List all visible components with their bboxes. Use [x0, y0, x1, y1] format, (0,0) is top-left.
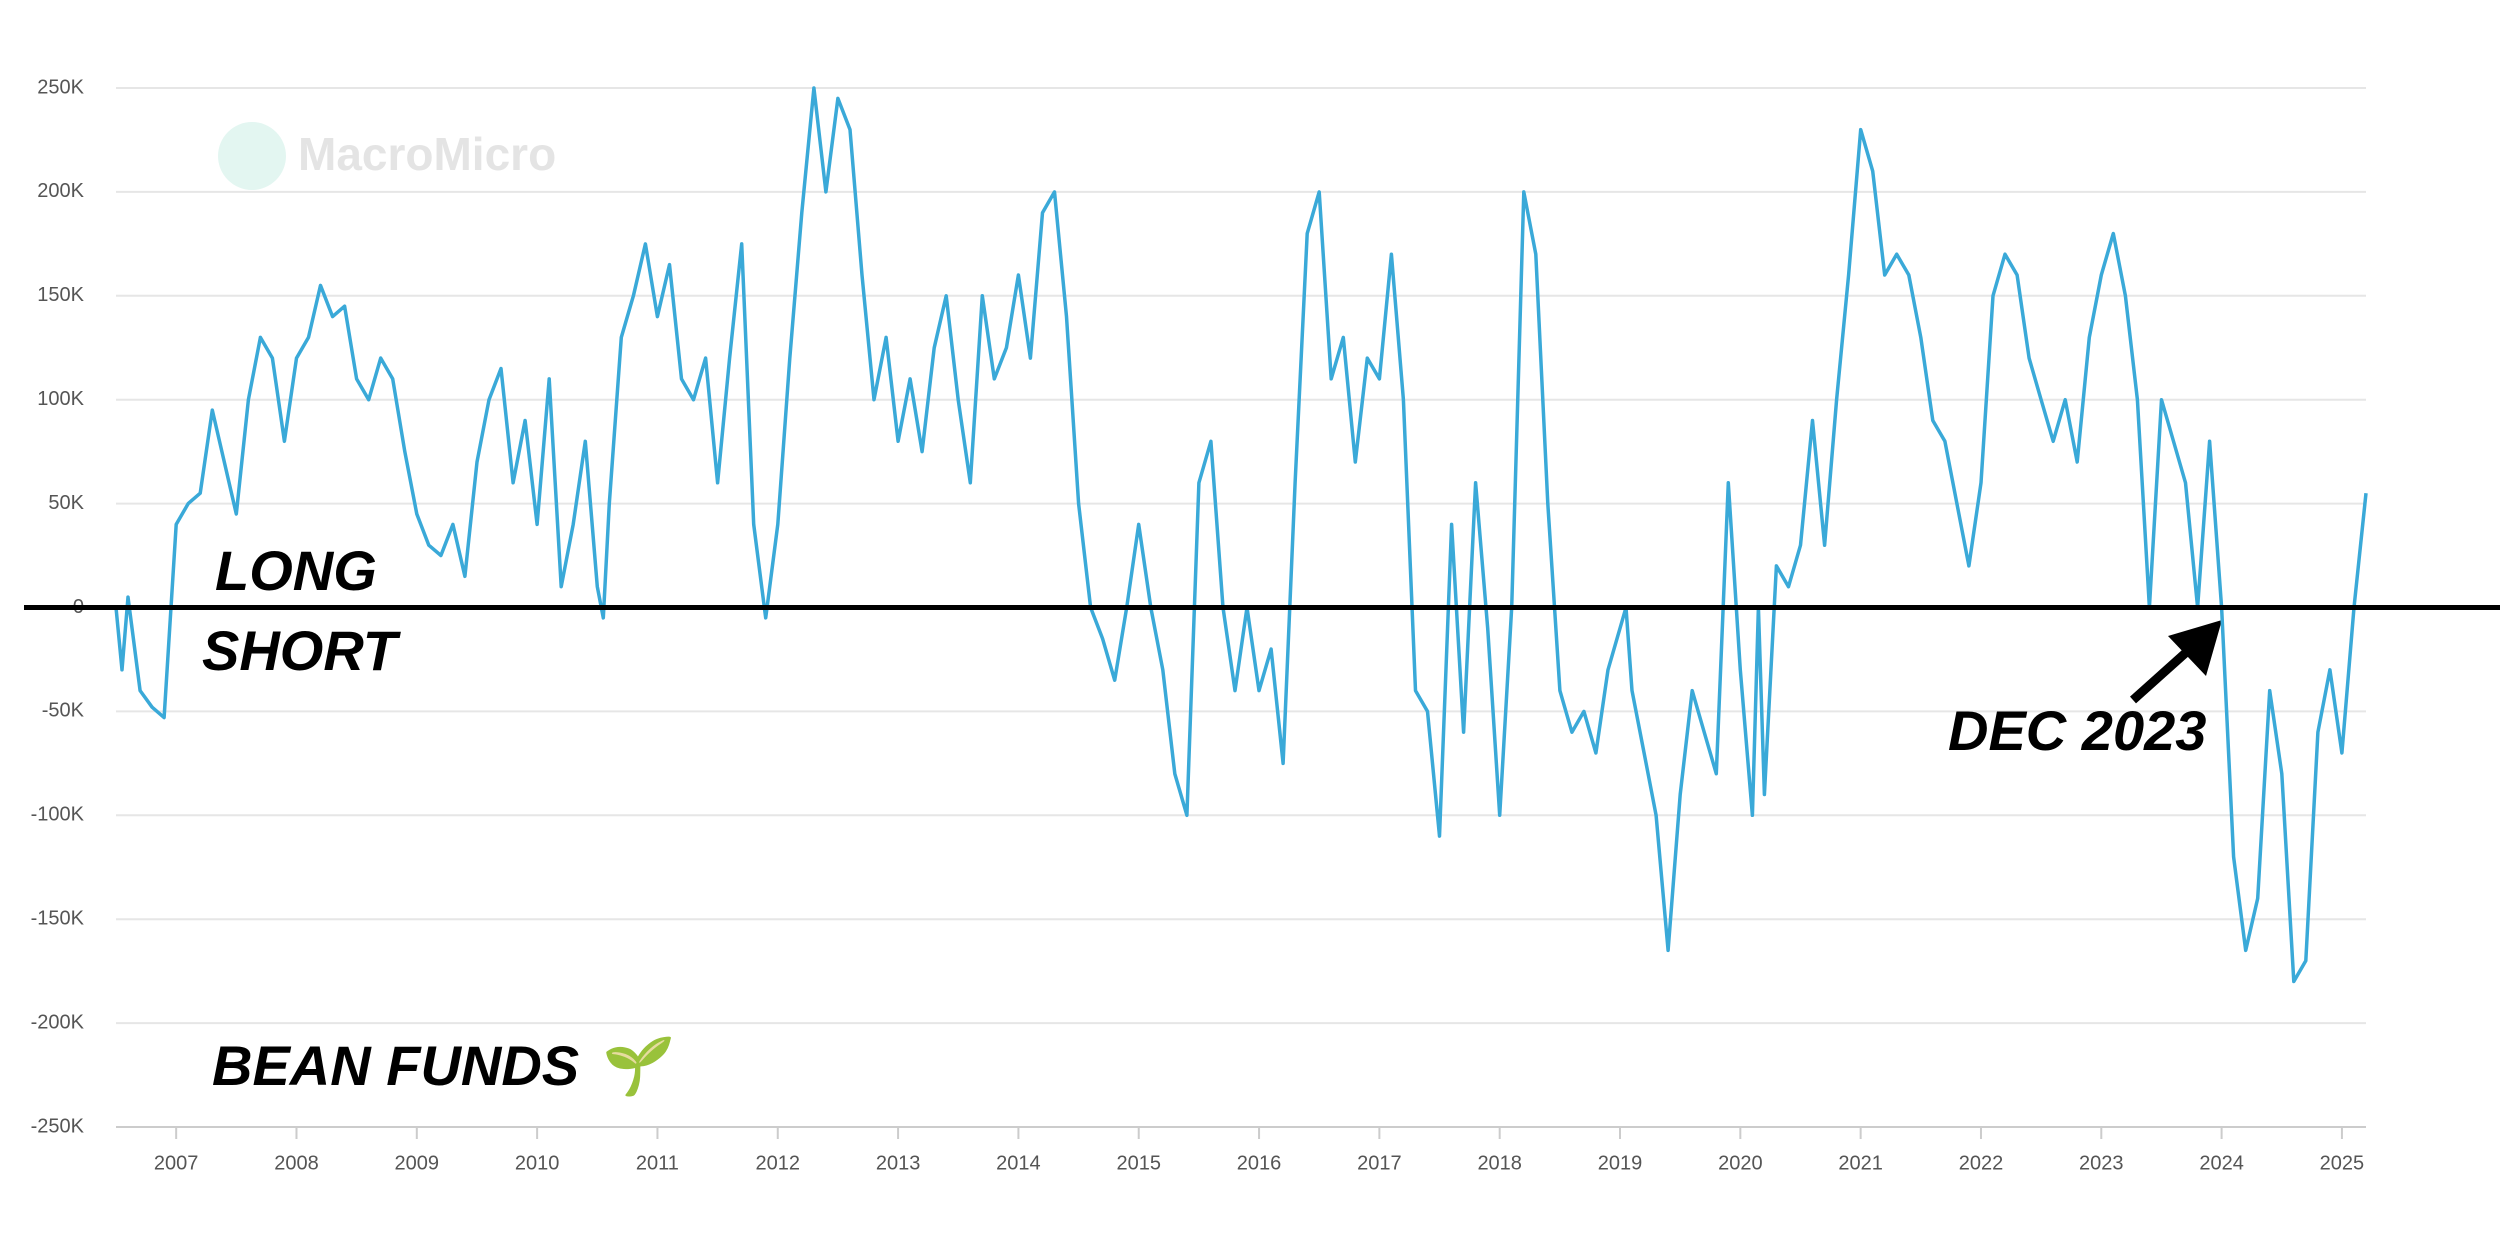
x-tick-label: 2013 — [876, 1152, 921, 1174]
x-tick-label: 2008 — [274, 1152, 319, 1174]
watermark-icon — [218, 122, 286, 190]
line-series — [114, 86, 2368, 984]
x-tick-label: 2007 — [154, 1152, 199, 1174]
watermark: MacroMicro — [298, 128, 556, 180]
annotation: DEC 2023 — [1948, 699, 2206, 762]
annotation: BEAN FUNDS 🌱 — [212, 1034, 674, 1098]
x-tick-label: 2009 — [395, 1152, 440, 1174]
x-tick-label: 2015 — [1116, 1152, 1161, 1174]
annotation: LONG — [215, 539, 377, 602]
y-tick-label: -100K — [31, 804, 85, 826]
y-tick-label: -150K — [31, 907, 85, 929]
x-tick-label: 2016 — [1237, 1152, 1282, 1174]
x-tick-label: 2019 — [1598, 1152, 1643, 1174]
x-tick-label: 2023 — [2079, 1152, 2124, 1174]
x-tick-label: 2021 — [1838, 1152, 1883, 1174]
x-tick-label: 2020 — [1718, 1152, 1763, 1174]
y-tick-label: -200K — [31, 1011, 85, 1033]
x-tick-label: 2017 — [1357, 1152, 1402, 1174]
annotation: SHORT — [202, 619, 402, 682]
x-tick-label: 2010 — [515, 1152, 560, 1174]
x-tick-label: 2022 — [1959, 1152, 2004, 1174]
x-tick-label: 2018 — [1477, 1152, 1522, 1174]
x-tick-label: 2012 — [756, 1152, 801, 1174]
y-tick-label: 150K — [37, 284, 84, 306]
arrow-head — [2168, 620, 2222, 676]
y-tick-label: -250K — [31, 1115, 85, 1137]
x-tick-label: 2011 — [636, 1152, 679, 1174]
x-tick-label: 2024 — [2199, 1152, 2244, 1174]
y-tick-label: 200K — [37, 180, 84, 202]
y-tick-label: -50K — [42, 700, 85, 722]
y-tick-label: 50K — [48, 492, 84, 514]
y-tick-label: 100K — [37, 388, 84, 410]
y-tick-label: 250K — [37, 76, 84, 98]
x-tick-label: 2014 — [996, 1152, 1041, 1174]
x-tick-label: 2025 — [2320, 1152, 2365, 1174]
